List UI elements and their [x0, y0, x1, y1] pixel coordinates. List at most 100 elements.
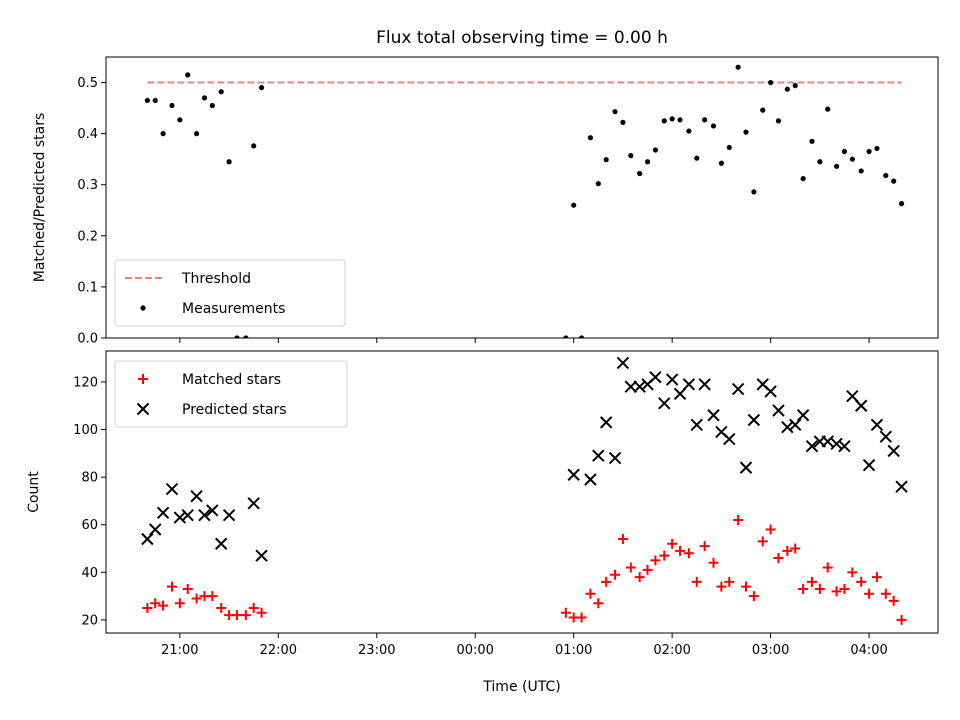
- matched-stars-point: [634, 572, 645, 583]
- measurements-point: [751, 189, 757, 195]
- predicted-stars-point: [608, 451, 622, 465]
- top-panel: 0.0 0.1 0.2 0.3 0.4 0.5 Threshold Measurements: [77, 56, 939, 347]
- measurements-point: [258, 85, 265, 91]
- matched-stars-point: [798, 583, 809, 594]
- measurements-point: [226, 159, 232, 165]
- top-ytick-label: 0.2: [77, 229, 98, 244]
- predicted-stars-point: [624, 380, 638, 393]
- predicted-stars-point: [682, 378, 696, 391]
- predicted-stars-point: [198, 508, 211, 522]
- measurements-point: [152, 97, 158, 104]
- matched-stars-point: [150, 598, 161, 609]
- predicted-stars-point: [838, 439, 851, 453]
- top-axes-frame: [105, 56, 939, 339]
- predicted-stars-point: [247, 497, 260, 510]
- measurements-point: [677, 117, 683, 123]
- predicted-stars-point: [796, 409, 810, 422]
- top-legend-label: Measurements: [182, 301, 285, 317]
- matched-stars-point: [822, 562, 833, 573]
- measurements-point: [883, 172, 889, 179]
- measurements-point: [144, 97, 150, 104]
- matched-stars-point: [864, 588, 875, 599]
- matched-stars-point: [708, 557, 719, 568]
- matched-stars-point: [560, 607, 571, 618]
- top-plot-area: [144, 64, 905, 338]
- predicted-stars-point: [862, 459, 876, 472]
- top-ytick-label: 0.1: [77, 280, 98, 295]
- predicted-stars-point: [222, 508, 236, 522]
- matched-stars-point: [617, 534, 628, 544]
- measurements-point: [760, 107, 766, 113]
- matched-stars-point: [182, 583, 193, 594]
- measurements-point: [817, 159, 823, 165]
- measurements-point: [595, 181, 601, 187]
- predicted-stars-point: [772, 404, 785, 417]
- bottom-ytick-label: 120: [73, 375, 98, 390]
- bottom-xtick-label: 04:00: [850, 643, 887, 658]
- matched-stars-point: [831, 586, 842, 597]
- measurements-point: [644, 159, 651, 165]
- bottom-plot-area: [141, 356, 908, 625]
- matched-stars-point: [765, 524, 776, 535]
- predicted-stars-point: [141, 532, 154, 546]
- matched-stars-point: [733, 514, 744, 525]
- matched-stars-point: [741, 581, 751, 592]
- matched-stars-point: [806, 576, 817, 587]
- predicted-stars-point: [805, 439, 819, 453]
- predicted-stars-point: [764, 385, 777, 398]
- matched-stars-point: [856, 576, 867, 587]
- predicted-stars-point: [739, 461, 753, 474]
- measurements-point: [694, 155, 700, 161]
- matched-stars-point: [585, 588, 596, 599]
- matched-stars-point: [248, 603, 259, 614]
- predicted-stars-point: [658, 397, 671, 410]
- predicted-stars-point: [665, 373, 679, 386]
- measurements-point: [193, 131, 200, 137]
- bottom-legend-swatch: [138, 374, 148, 384]
- predicted-stars-point: [870, 418, 884, 431]
- top-legend-box: [114, 259, 346, 327]
- bottom-ytick-label: 60: [81, 518, 98, 533]
- bottom-legend-label: Predicted stars: [182, 402, 287, 418]
- predicted-stars-point: [747, 413, 761, 427]
- top-legend-label: Threshold: [181, 271, 251, 287]
- measurements-point: [743, 129, 749, 135]
- predicted-stars-point: [830, 437, 843, 451]
- matched-stars-point: [593, 598, 604, 609]
- predicted-stars-point: [149, 523, 162, 536]
- measurements-point: [800, 175, 806, 182]
- predicted-stars-point: [690, 418, 703, 431]
- matched-stars-point: [625, 562, 636, 573]
- measurements-point: [160, 131, 166, 137]
- matched-stars-point: [256, 607, 267, 618]
- matched-stars-point: [782, 545, 793, 556]
- measurements-point: [209, 102, 215, 109]
- bottom-ytick-label: 80: [81, 471, 98, 486]
- matched-stars-point: [207, 591, 218, 602]
- measurements-point: [710, 123, 717, 129]
- measurements-point: [234, 335, 240, 338]
- predicted-stars-point: [567, 468, 580, 481]
- top-ytick-label: 0.0: [77, 332, 98, 347]
- top-ytick-label: 0.4: [77, 127, 98, 142]
- top-legend-swatch: [140, 305, 146, 311]
- matched-stars-point: [642, 564, 653, 575]
- matched-stars-point: [691, 576, 702, 587]
- matched-stars-point: [231, 610, 242, 621]
- bottom-ytick-label: 20: [81, 613, 98, 628]
- predicted-stars-point: [649, 370, 662, 384]
- predicted-stars-point: [255, 549, 268, 562]
- measurements-point: [686, 128, 692, 134]
- measurements-point: [825, 106, 831, 112]
- measurements-point: [718, 160, 724, 166]
- bottom-xtick-label: 22:00: [260, 643, 297, 658]
- measurements-point: [775, 118, 782, 124]
- measurements-point: [726, 144, 732, 151]
- matched-stars-point: [880, 588, 891, 599]
- measurements-point: [218, 89, 224, 95]
- matched-stars-point: [871, 572, 882, 583]
- bottom-legend-box: [114, 360, 348, 428]
- bottom-axes-frame: [105, 350, 939, 634]
- matched-stars-point: [610, 569, 621, 580]
- measurements-point: [735, 64, 741, 70]
